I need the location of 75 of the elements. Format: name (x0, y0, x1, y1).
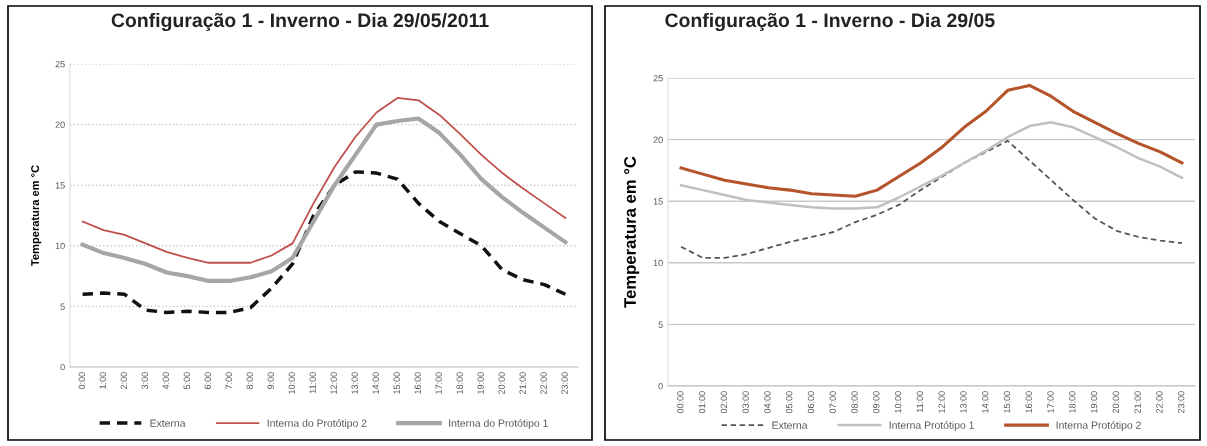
x-tick-label: 15:00 (1003, 391, 1011, 413)
x-tick-label: 06:00 (807, 391, 815, 414)
x-tick-label: 22:00 (1156, 391, 1163, 413)
x-tick-label: 05:00 (785, 391, 793, 414)
y-tick-label: 0 (658, 382, 663, 390)
chart-title: Configuração 1 - Inverno - Dia 29/05 (665, 12, 995, 32)
y-tick-label: 25 (653, 74, 663, 82)
x-tick-label: 14:00 (981, 391, 989, 413)
x-tick-label: 09:00 (873, 391, 880, 414)
x-tick-label: 21:00 (1134, 391, 1141, 413)
y-axis-title: Temperatura em °C (31, 165, 42, 266)
y-tick-label: 15 (55, 182, 65, 189)
x-tick-label: 12:00 (330, 372, 337, 394)
x-tick-label: 19:00 (477, 372, 484, 394)
x-tick-label: 02:00 (720, 391, 728, 414)
x-tick-label: 8:00 (246, 372, 253, 390)
x-tick-label: 19:00 (1090, 391, 1098, 413)
y-tick-label: 0 (60, 363, 65, 371)
y-tick-label: 25 (55, 60, 65, 68)
x-tick-label: 3:00 (141, 372, 148, 390)
y-tick-label: 20 (653, 136, 663, 143)
x-tick-label: 12:00 (938, 391, 945, 413)
legend-label: Interna Protótipo 2 (1056, 421, 1141, 431)
x-tick-label: 11:00 (916, 391, 924, 413)
x-tick-label: 03:00 (742, 391, 749, 414)
x-tick-label: 23:00 (561, 372, 568, 394)
line-series (679, 83, 1184, 198)
x-tick-label: 13:00 (351, 372, 358, 394)
x-tick-label: 0:00 (78, 372, 86, 390)
x-tick-label: 14:00 (372, 372, 379, 394)
legend-label: Interna do Protótipo 1 (449, 419, 548, 429)
x-tick-label: 18:00 (456, 372, 463, 394)
line-series (81, 97, 567, 264)
x-tick-label: 17:00 (435, 372, 442, 394)
y-tick-label: 5 (658, 321, 663, 328)
legend-label: Interna Protótipo 1 (889, 421, 974, 431)
y-tick-label: 10 (653, 259, 663, 267)
x-tick-label: 01:00 (698, 391, 706, 414)
x-tick-label: 08:00 (851, 391, 858, 414)
legend-label: Externa (772, 421, 808, 429)
x-tick-label: 4:00 (162, 372, 169, 390)
x-tick-label: 11:00 (309, 372, 316, 394)
x-tick-label: 16:00 (414, 372, 421, 394)
x-tick-label: 7:00 (225, 372, 232, 389)
x-tick-label: 20:00 (1112, 391, 1120, 413)
line-series (80, 116, 568, 284)
x-tick-label: 21:00 (519, 372, 526, 394)
x-tick-label: 9:00 (267, 372, 274, 390)
x-tick-label: 2:00 (120, 372, 127, 389)
x-tick-label: 17:00 (1047, 391, 1054, 413)
legend-label: Interna do Protótipo 2 (267, 419, 367, 429)
legend-label: Externa (150, 419, 186, 427)
x-tick-label: 5:00 (183, 372, 190, 390)
x-tick-label: 1:00 (99, 372, 107, 389)
x-tick-label: 6:00 (204, 372, 211, 389)
x-tick-label: 07:00 (829, 391, 836, 414)
x-tick-label: 00:00 (677, 391, 684, 414)
x-tick-label: 23:00 (1177, 391, 1185, 413)
x-tick-label: 18:00 (1069, 391, 1076, 413)
x-tick-label: 15:00 (393, 372, 400, 394)
x-tick-label: 10:00 (894, 391, 902, 413)
line-series (80, 170, 568, 315)
y-tick-label: 15 (653, 198, 663, 205)
x-tick-label: 20:00 (498, 372, 505, 394)
chart-title: Configuração 1 - Inverno - Dia 29/05/2011 (111, 12, 489, 32)
line-series (680, 139, 1183, 259)
x-tick-label: 13:00 (960, 391, 967, 413)
x-tick-label: 10:00 (288, 372, 295, 394)
y-tick-label: 10 (55, 242, 65, 250)
x-tick-label: 16:00 (1025, 391, 1032, 413)
y-axis-title: Temperatura em °C (624, 156, 640, 308)
y-tick-label: 20 (55, 121, 65, 128)
y-tick-label: 5 (60, 303, 65, 310)
x-tick-label: 22:00 (540, 372, 547, 394)
x-tick-label: 04:00 (764, 391, 771, 414)
